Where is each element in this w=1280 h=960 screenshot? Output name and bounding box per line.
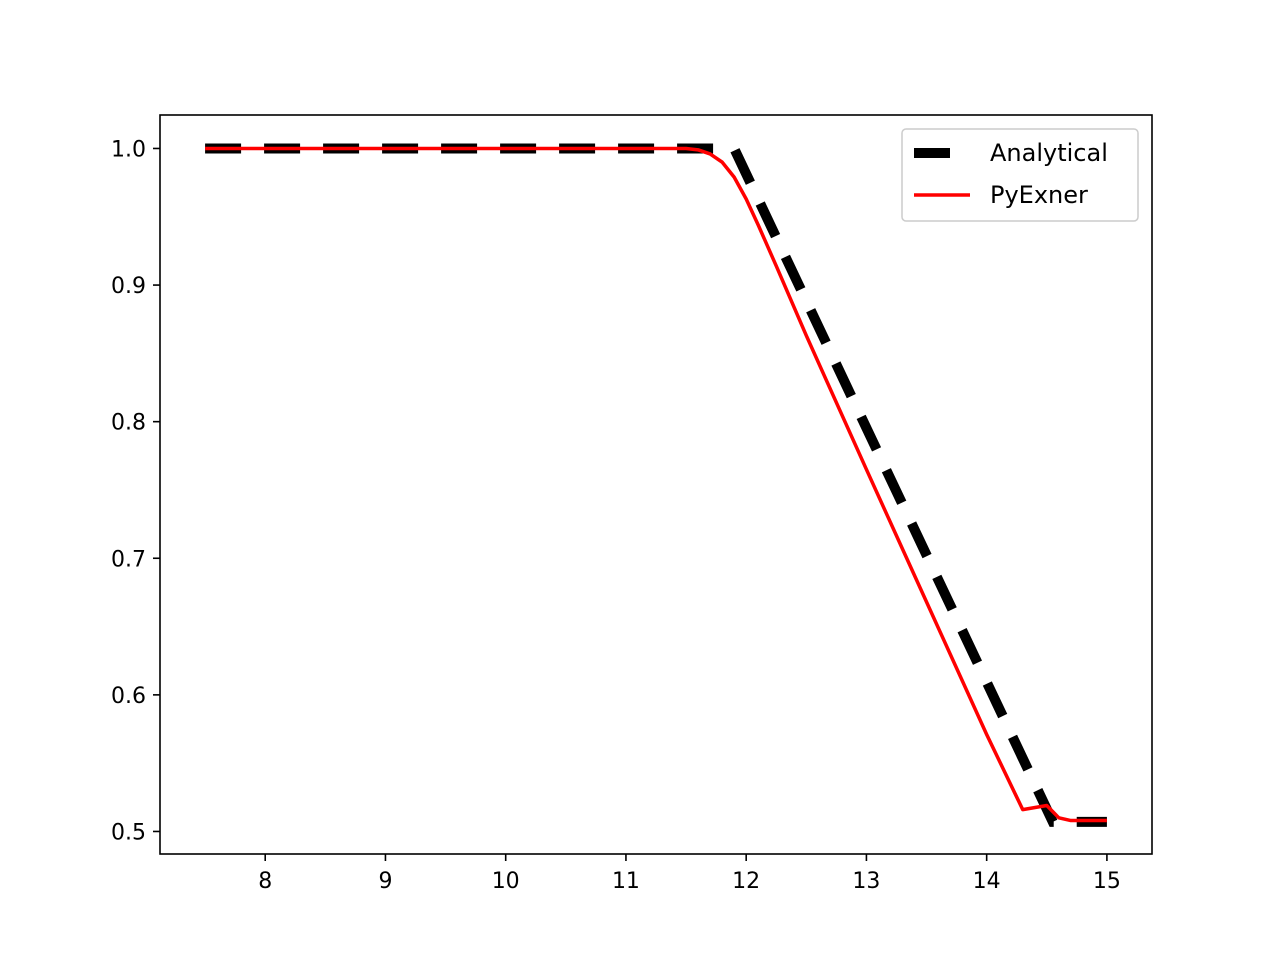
x-tick-label: 11 xyxy=(612,869,640,894)
plot-area xyxy=(205,143,1107,827)
legend: Analytical PyExner xyxy=(901,128,1139,222)
x-tick-label: 14 xyxy=(973,869,1001,894)
y-tick-label: 0.5 xyxy=(111,820,146,845)
y-tick-label: 0.9 xyxy=(111,274,146,299)
x-tick-label: 12 xyxy=(732,869,760,894)
y-tick-label: 0.6 xyxy=(111,684,146,709)
x-tick-label: 8 xyxy=(258,869,272,894)
x-tick-label: 13 xyxy=(852,869,880,894)
y-tick-label: 1.0 xyxy=(111,137,146,162)
x-tick-label: 9 xyxy=(378,869,392,894)
legend-frame xyxy=(901,128,1139,222)
x-tick-label: 10 xyxy=(492,869,520,894)
series-line-pyexner xyxy=(205,146,1107,823)
y-tick-label: 0.7 xyxy=(111,547,146,572)
y-tick-label: 0.8 xyxy=(111,411,146,436)
legend-label-analytical: Analytical xyxy=(990,139,1108,167)
x-tick-label: 15 xyxy=(1093,869,1121,894)
legend-label-pyexner: PyExner xyxy=(990,181,1088,209)
axes-frame xyxy=(159,114,1153,855)
axes: 8 9 10 11 12 13 14 15 0.5 0.6 0.7 0.8 0.9 1.0 xyxy=(111,114,1153,894)
